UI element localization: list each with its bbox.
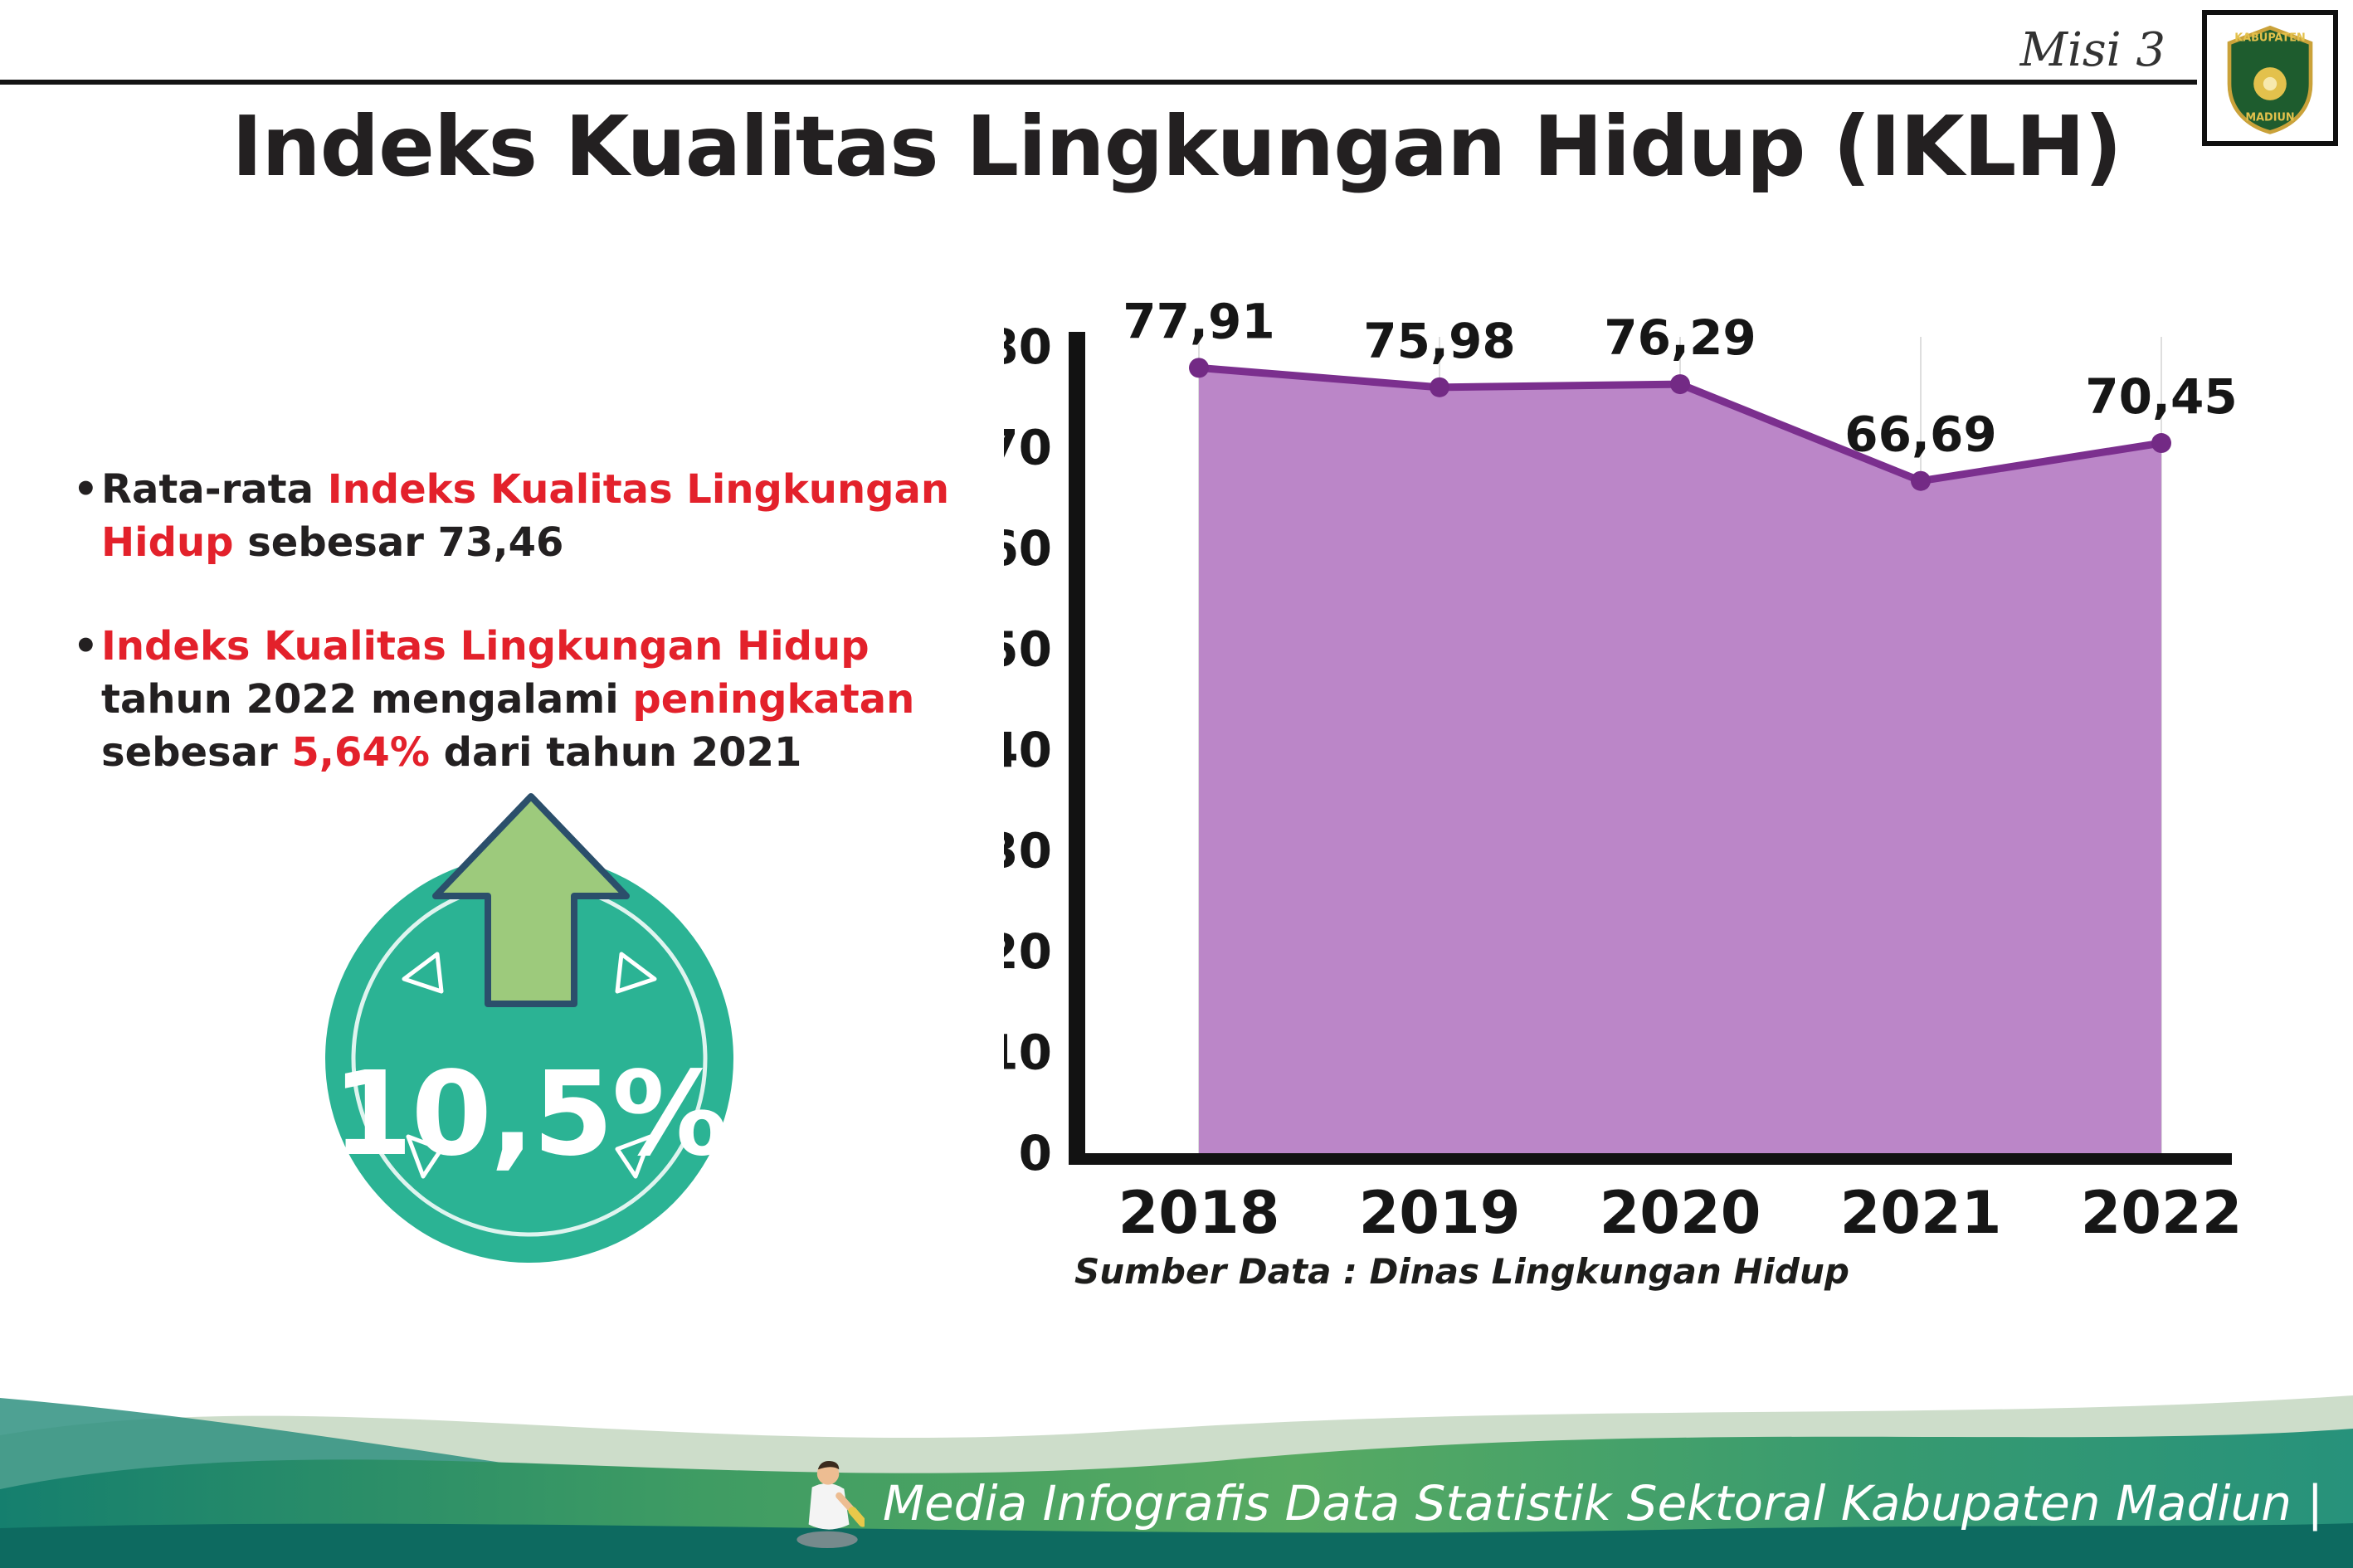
data-point [1670,374,1690,395]
badge-triangle-sw [406,1134,444,1179]
y-tick-label: 80 [1004,319,1052,375]
kabupaten-madiun-logo: KABUPATEN MADIUN [2202,10,2338,146]
source-note: Sumber Data : Dinas Lingkungan Hidup [1074,1251,1849,1292]
bullet-item: • Indeks Kualitas Lingkungan Hidup tahun … [73,620,1002,780]
data-label: 76,29 [1604,309,1756,366]
bullet-text-segment: peningkatan [632,675,915,723]
bullet-list: • Rata-rata Indeks Kualitas Lingkungan Hi… [73,463,1002,830]
footer-waves [0,1395,2353,1568]
page-title: Indeks Kualitas Lingkungan Hidup (IKLH) [231,98,2122,195]
x-tick-label: 2021 [1840,1179,2002,1247]
footer-credit: Media Infografis Data Statistik Sektoral… [788,1457,2323,1550]
y-tick-label: 20 [1004,923,1052,980]
bullet-glyph: • [73,622,99,670]
data-point [2151,433,2171,454]
bullet-text-segment: Indeks Kualitas Lingkungan Hidup [101,622,870,670]
bullet-text-segment: 5,64% [291,729,430,777]
bullet-text-segment: Rata-rata [101,466,328,513]
up-arrow-icon [432,793,630,1007]
footer-credit-text: Media Infografis Data Statistik Sektoral… [882,1475,2323,1531]
data-point [1189,358,1209,378]
iklh-area-chart: 77,91 75,98 76,29 66,69 70,45 0 10 20 30 40 50 60 70… [1004,293,2243,1247]
data-point [1430,377,1449,397]
y-tick-label: 0 [1019,1125,1052,1181]
chart-area [1199,368,2161,1153]
x-axis [1069,1153,2232,1165]
data-label: 66,69 [1844,407,1996,463]
badge-triangle-se [615,1134,653,1179]
misi-label: Misi 3 [2019,23,2165,77]
data-label: 70,45 [2085,368,2237,425]
x-tick-label: 2018 [1118,1179,1280,1247]
x-tick-label: 2019 [1359,1179,1521,1247]
badge-triangle-nw [402,952,444,994]
bullet-text-segment: dari tahun 2021 [429,729,802,777]
bullet-glyph: • [73,466,99,513]
data-point [1911,470,1931,491]
x-tick-label: 2020 [1600,1179,1761,1247]
data-label: 77,91 [1123,293,1274,349]
logo-shield-graphic: KABUPATEN MADIUN [2227,25,2313,134]
y-tick-label: 40 [1004,722,1052,778]
y-tick-label: 70 [1004,420,1052,476]
y-axis [1069,332,1085,1165]
data-label: 75,98 [1363,313,1515,369]
bullet-text-segment: tahun 2022 mengalami [101,675,633,723]
y-tick-label: 60 [1004,520,1052,577]
media-infografis-mascot-icon [797,1461,865,1548]
badge-value: 10,5% [332,1047,728,1182]
y-tick-label: 10 [1004,1025,1052,1081]
bullet-text-segment: Indeks Kualitas Lingkungan Hidup [101,466,950,567]
bullet-text-segment: sebesar [101,729,292,777]
x-tick-label: 2022 [2081,1179,2243,1247]
y-tick-label: 50 [1004,621,1052,678]
logo-text-bottom: MADIUN [2245,111,2294,124]
bullet-item: • Rata-rata Indeks Kualitas Lingkungan Hi… [73,463,1002,570]
bullet-text-segment: sebesar 73,46 [233,519,564,567]
header-divider [0,80,2197,85]
y-tick-label: 30 [1004,823,1052,879]
wave-dark-strip [0,1523,2353,1568]
logo-text-top: KABUPATEN [2234,32,2305,45]
badge-triangle-ne [615,952,657,994]
